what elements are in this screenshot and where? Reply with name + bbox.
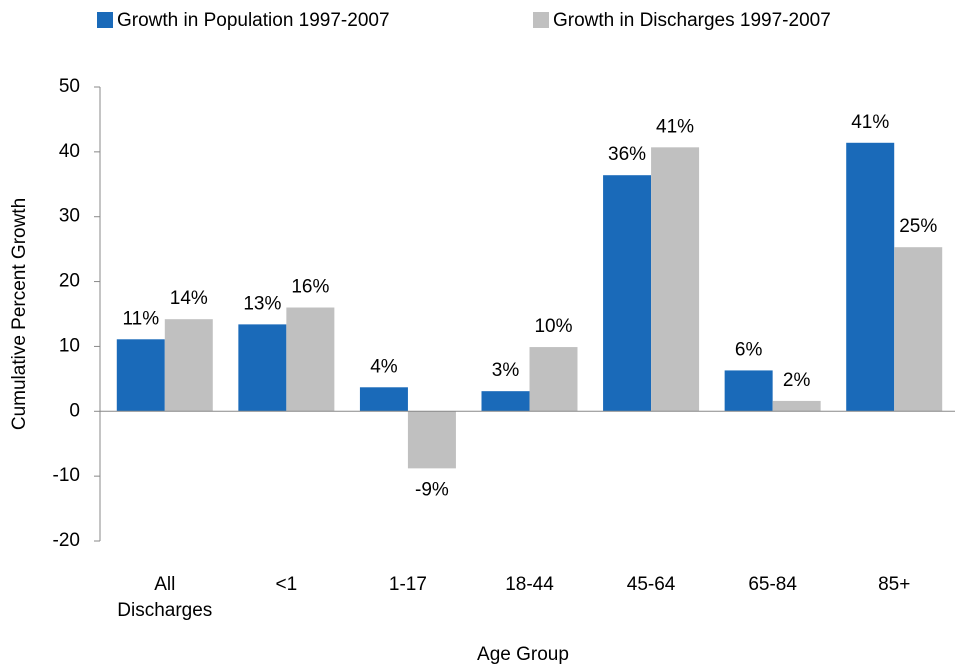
data-label: 3%	[492, 360, 520, 381]
x-tick-label: 65-84	[748, 574, 797, 595]
bar	[724, 370, 773, 412]
bar	[894, 247, 943, 412]
data-label: 25%	[899, 216, 937, 237]
bar	[603, 175, 652, 412]
bar	[846, 142, 895, 412]
legend-swatch	[533, 12, 549, 28]
bar	[286, 307, 335, 412]
x-tick-label: 18-44	[505, 574, 554, 595]
bar	[772, 400, 821, 412]
data-label: 2%	[783, 370, 811, 391]
y-tick-label: 20	[59, 271, 80, 292]
bar	[164, 319, 213, 412]
x-tick-label: 85+	[878, 574, 911, 595]
x-axis-label: Age Group	[477, 644, 569, 665]
y-axis-label: Cumulative Percent Growth	[9, 198, 30, 430]
y-tick-label: 50	[59, 76, 80, 97]
data-label: 14%	[170, 288, 208, 309]
data-label: 13%	[243, 293, 281, 314]
x-tick-label: 45-64	[626, 574, 676, 595]
y-tick-label: -10	[53, 465, 80, 486]
y-tick-label: 0	[69, 400, 80, 421]
x-tick-label: 1-17	[388, 574, 427, 595]
data-label: 4%	[370, 356, 398, 377]
y-tick-label: 10	[59, 335, 80, 356]
y-tick-label: 30	[59, 206, 80, 227]
bar	[481, 391, 530, 412]
data-label: 10%	[534, 316, 572, 337]
bar	[651, 147, 700, 412]
y-tick-label: -20	[53, 530, 80, 551]
data-label: -9%	[415, 479, 449, 500]
data-label: 41%	[851, 112, 889, 133]
data-label: 41%	[656, 116, 694, 137]
bar	[238, 324, 287, 412]
data-label: 16%	[291, 277, 329, 298]
bar	[407, 411, 456, 469]
bar	[359, 387, 408, 412]
y-tick-label: 40	[59, 141, 80, 162]
bar	[529, 347, 578, 412]
legend-label: Growth in Population 1997-2007	[117, 10, 390, 31]
data-label: 36%	[608, 144, 646, 165]
legend-swatch	[97, 12, 113, 28]
legend-label: Growth in Discharges 1997-2007	[553, 10, 831, 31]
x-tick-label: <1	[275, 574, 298, 595]
data-label: 11%	[122, 308, 159, 329]
data-label: 6%	[735, 339, 763, 360]
bar	[116, 339, 165, 412]
x-tick-label: All Discharges	[117, 574, 213, 621]
